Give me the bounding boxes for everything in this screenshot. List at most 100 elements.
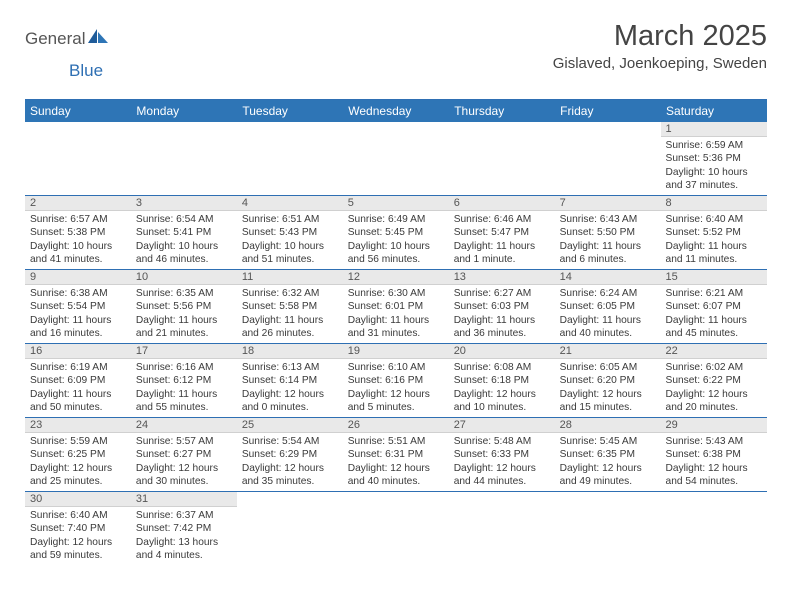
day-details: Sunrise: 6:19 AMSunset: 6:09 PMDaylight:… [25, 359, 131, 417]
calendar-cell: 31Sunrise: 6:37 AMSunset: 7:42 PMDayligh… [131, 492, 237, 566]
day-number: 29 [661, 418, 767, 433]
calendar-cell: 3Sunrise: 6:54 AMSunset: 5:41 PMDaylight… [131, 196, 237, 270]
day-details: Sunrise: 6:40 AMSunset: 5:52 PMDaylight:… [661, 211, 767, 269]
day-details: Sunrise: 6:40 AMSunset: 7:40 PMDaylight:… [25, 507, 131, 565]
day-details: Sunrise: 6:21 AMSunset: 6:07 PMDaylight:… [661, 285, 767, 343]
calendar-cell: 19Sunrise: 6:10 AMSunset: 6:16 PMDayligh… [343, 344, 449, 418]
day-details: Sunrise: 6:57 AMSunset: 5:38 PMDaylight:… [25, 211, 131, 269]
calendar-cell [25, 122, 131, 196]
calendar-week: 1Sunrise: 6:59 AMSunset: 5:36 PMDaylight… [25, 122, 767, 196]
day-number: 1 [661, 122, 767, 137]
calendar-cell: 28Sunrise: 5:45 AMSunset: 6:35 PMDayligh… [555, 418, 661, 492]
day-details: Sunrise: 6:35 AMSunset: 5:56 PMDaylight:… [131, 285, 237, 343]
calendar-cell [237, 122, 343, 196]
calendar-cell: 20Sunrise: 6:08 AMSunset: 6:18 PMDayligh… [449, 344, 555, 418]
calendar-cell: 12Sunrise: 6:30 AMSunset: 6:01 PMDayligh… [343, 270, 449, 344]
day-number: 12 [343, 270, 449, 285]
day-header: Wednesday [343, 100, 449, 122]
day-number: 21 [555, 344, 661, 359]
day-details: Sunrise: 5:54 AMSunset: 6:29 PMDaylight:… [237, 433, 343, 491]
calendar-cell: 21Sunrise: 6:05 AMSunset: 6:20 PMDayligh… [555, 344, 661, 418]
calendar-cell: 23Sunrise: 5:59 AMSunset: 6:25 PMDayligh… [25, 418, 131, 492]
day-details: Sunrise: 6:43 AMSunset: 5:50 PMDaylight:… [555, 211, 661, 269]
calendar-cell: 25Sunrise: 5:54 AMSunset: 6:29 PMDayligh… [237, 418, 343, 492]
page: General March 2025 Gislaved, Joenkoeping… [0, 0, 792, 565]
calendar-cell: 8Sunrise: 6:40 AMSunset: 5:52 PMDaylight… [661, 196, 767, 270]
day-details: Sunrise: 6:30 AMSunset: 6:01 PMDaylight:… [343, 285, 449, 343]
calendar-week: 2Sunrise: 6:57 AMSunset: 5:38 PMDaylight… [25, 196, 767, 270]
day-number: 5 [343, 196, 449, 211]
day-number: 17 [131, 344, 237, 359]
calendar-cell: 15Sunrise: 6:21 AMSunset: 6:07 PMDayligh… [661, 270, 767, 344]
calendar-cell [555, 122, 661, 196]
calendar-cell: 14Sunrise: 6:24 AMSunset: 6:05 PMDayligh… [555, 270, 661, 344]
calendar-week: 9Sunrise: 6:38 AMSunset: 5:54 PMDaylight… [25, 270, 767, 344]
calendar-cell: 24Sunrise: 5:57 AMSunset: 6:27 PMDayligh… [131, 418, 237, 492]
day-number: 11 [237, 270, 343, 285]
day-number: 25 [237, 418, 343, 433]
day-details: Sunrise: 6:27 AMSunset: 6:03 PMDaylight:… [449, 285, 555, 343]
day-details: Sunrise: 6:38 AMSunset: 5:54 PMDaylight:… [25, 285, 131, 343]
calendar-cell: 5Sunrise: 6:49 AMSunset: 5:45 PMDaylight… [343, 196, 449, 270]
day-details: Sunrise: 6:10 AMSunset: 6:16 PMDaylight:… [343, 359, 449, 417]
calendar-cell [343, 492, 449, 566]
logo-text-blue: Blue [69, 61, 103, 80]
calendar-cell [449, 122, 555, 196]
calendar-cell: 26Sunrise: 5:51 AMSunset: 6:31 PMDayligh… [343, 418, 449, 492]
calendar-cell: 17Sunrise: 6:16 AMSunset: 6:12 PMDayligh… [131, 344, 237, 418]
day-details: Sunrise: 5:43 AMSunset: 6:38 PMDaylight:… [661, 433, 767, 491]
day-details: Sunrise: 6:32 AMSunset: 5:58 PMDaylight:… [237, 285, 343, 343]
day-number: 9 [25, 270, 131, 285]
calendar-cell: 1Sunrise: 6:59 AMSunset: 5:36 PMDaylight… [661, 122, 767, 196]
calendar-cell: 30Sunrise: 6:40 AMSunset: 7:40 PMDayligh… [25, 492, 131, 566]
day-number: 3 [131, 196, 237, 211]
day-details: Sunrise: 6:51 AMSunset: 5:43 PMDaylight:… [237, 211, 343, 269]
day-number: 26 [343, 418, 449, 433]
day-details: Sunrise: 6:49 AMSunset: 5:45 PMDaylight:… [343, 211, 449, 269]
day-header: Friday [555, 100, 661, 122]
day-number: 30 [25, 492, 131, 507]
day-header: Saturday [661, 100, 767, 122]
day-header: Sunday [25, 100, 131, 122]
day-details: Sunrise: 6:59 AMSunset: 5:36 PMDaylight:… [661, 137, 767, 195]
day-number: 16 [25, 344, 131, 359]
day-number: 20 [449, 344, 555, 359]
day-details: Sunrise: 5:45 AMSunset: 6:35 PMDaylight:… [555, 433, 661, 491]
day-details: Sunrise: 6:54 AMSunset: 5:41 PMDaylight:… [131, 211, 237, 269]
day-header-row: SundayMondayTuesdayWednesdayThursdayFrid… [25, 100, 767, 122]
day-details: Sunrise: 5:48 AMSunset: 6:33 PMDaylight:… [449, 433, 555, 491]
calendar-cell: 29Sunrise: 5:43 AMSunset: 6:38 PMDayligh… [661, 418, 767, 492]
day-number: 19 [343, 344, 449, 359]
calendar-cell [661, 492, 767, 566]
day-details: Sunrise: 5:59 AMSunset: 6:25 PMDaylight:… [25, 433, 131, 491]
calendar-cell: 9Sunrise: 6:38 AMSunset: 5:54 PMDaylight… [25, 270, 131, 344]
day-header: Tuesday [237, 100, 343, 122]
calendar-cell: 16Sunrise: 6:19 AMSunset: 6:09 PMDayligh… [25, 344, 131, 418]
day-details: Sunrise: 6:37 AMSunset: 7:42 PMDaylight:… [131, 507, 237, 565]
day-number: 10 [131, 270, 237, 285]
day-number: 4 [237, 196, 343, 211]
calendar-week: 16Sunrise: 6:19 AMSunset: 6:09 PMDayligh… [25, 344, 767, 418]
calendar-cell: 13Sunrise: 6:27 AMSunset: 6:03 PMDayligh… [449, 270, 555, 344]
calendar-table: SundayMondayTuesdayWednesdayThursdayFrid… [25, 100, 767, 565]
logo-sail-icon [87, 28, 109, 49]
calendar-cell: 11Sunrise: 6:32 AMSunset: 5:58 PMDayligh… [237, 270, 343, 344]
page-title: March 2025 [553, 20, 767, 53]
day-number: 13 [449, 270, 555, 285]
day-details: Sunrise: 5:51 AMSunset: 6:31 PMDaylight:… [343, 433, 449, 491]
day-number: 28 [555, 418, 661, 433]
day-number: 14 [555, 270, 661, 285]
calendar-cell: 6Sunrise: 6:46 AMSunset: 5:47 PMDaylight… [449, 196, 555, 270]
day-details: Sunrise: 6:46 AMSunset: 5:47 PMDaylight:… [449, 211, 555, 269]
calendar-cell: 2Sunrise: 6:57 AMSunset: 5:38 PMDaylight… [25, 196, 131, 270]
day-details: Sunrise: 6:02 AMSunset: 6:22 PMDaylight:… [661, 359, 767, 417]
day-details: Sunrise: 6:24 AMSunset: 6:05 PMDaylight:… [555, 285, 661, 343]
day-details: Sunrise: 6:13 AMSunset: 6:14 PMDaylight:… [237, 359, 343, 417]
day-number: 2 [25, 196, 131, 211]
day-number: 27 [449, 418, 555, 433]
day-number: 15 [661, 270, 767, 285]
day-number: 18 [237, 344, 343, 359]
calendar-cell: 18Sunrise: 6:13 AMSunset: 6:14 PMDayligh… [237, 344, 343, 418]
calendar-cell: 7Sunrise: 6:43 AMSunset: 5:50 PMDaylight… [555, 196, 661, 270]
calendar-week: 23Sunrise: 5:59 AMSunset: 6:25 PMDayligh… [25, 418, 767, 492]
